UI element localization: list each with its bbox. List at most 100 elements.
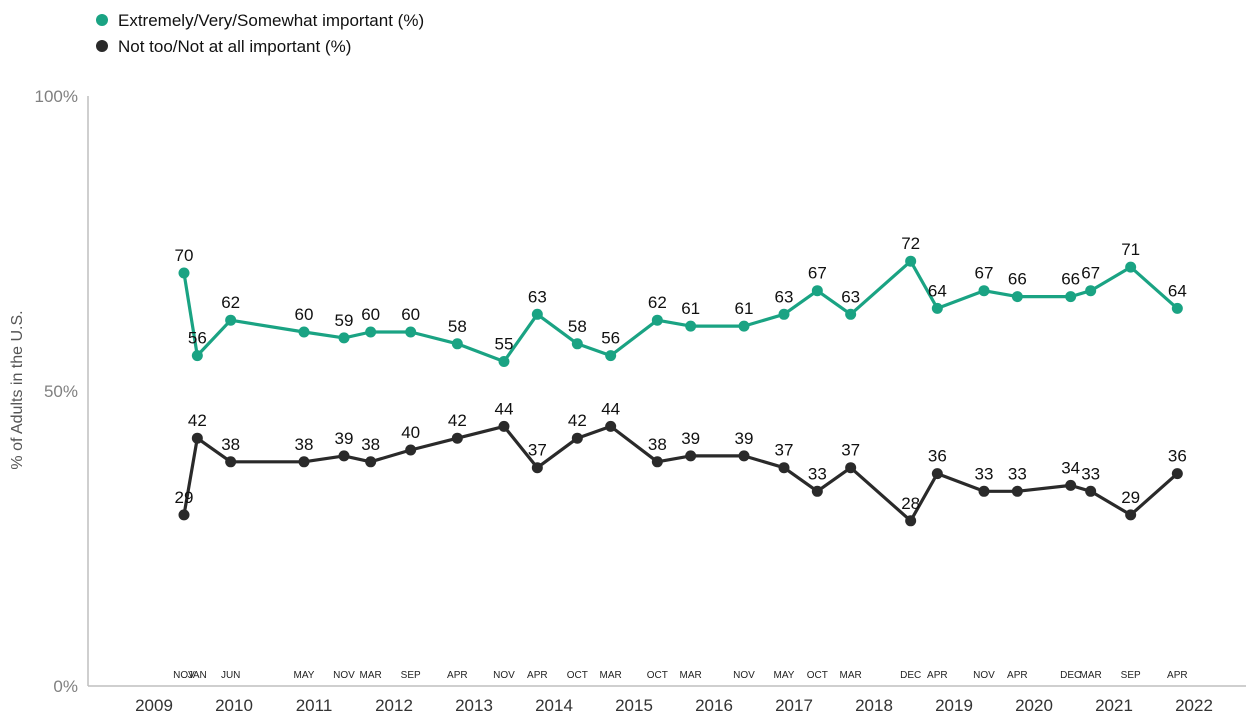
data-point [978, 485, 990, 497]
data-point [685, 320, 697, 332]
data-point [978, 285, 990, 297]
axes [87, 96, 1246, 687]
data-label: 42 [188, 411, 207, 430]
data-label: 33 [808, 464, 827, 483]
data-label: 38 [221, 435, 240, 454]
data-label: 61 [681, 299, 700, 318]
data-label: 55 [495, 335, 514, 354]
data-label: 33 [975, 464, 994, 483]
data-point [778, 462, 790, 474]
x-year-label: 2009 [135, 696, 173, 714]
data-label: 37 [841, 441, 860, 460]
x-year-label: 2020 [1015, 696, 1053, 714]
data-label: 42 [568, 411, 587, 430]
data-point [845, 462, 857, 474]
data-point [365, 326, 377, 338]
y-tick-label: 50% [44, 382, 78, 401]
data-label: 38 [295, 435, 314, 454]
data-point [298, 326, 310, 338]
x-month-label: OCT [647, 670, 668, 681]
x-month-label: APR [927, 670, 948, 681]
x-year-label: 2012 [375, 696, 413, 714]
data-point [531, 462, 543, 474]
x-month-label: DEC [1060, 670, 1081, 681]
data-point [605, 350, 617, 362]
series-2: 29 42 38 38 39 38 40 42 44 37 42 44 38 39 39 37 33 37 28 36… [175, 399, 1187, 527]
data-point [571, 338, 583, 350]
data-label: 58 [448, 317, 467, 336]
x-year-label: 2010 [215, 696, 253, 714]
x-year-label: 2016 [695, 696, 733, 714]
data-label: 60 [361, 305, 380, 324]
y-tick-labels: 0% 50% 100% [35, 87, 78, 696]
data-point [405, 326, 417, 338]
data-label: 36 [928, 447, 947, 466]
x-year-label: 2013 [455, 696, 493, 714]
data-label: 67 [808, 264, 827, 283]
x-month-label: MAR [360, 670, 382, 681]
data-point [651, 456, 663, 468]
data-label: 72 [901, 234, 920, 253]
y-axis-label: % of Adults in the U.S. [9, 310, 26, 469]
data-point [365, 456, 377, 468]
data-label: 61 [735, 299, 754, 318]
data-label: 28 [901, 494, 920, 513]
data-point [1171, 468, 1183, 480]
data-label: 64 [928, 281, 947, 300]
data-point [931, 302, 943, 314]
data-point [778, 308, 790, 320]
data-point [811, 485, 823, 497]
data-point [605, 420, 617, 432]
data-point [905, 255, 917, 267]
legend-marker [96, 40, 108, 52]
data-label: 37 [775, 441, 794, 460]
series-1: 70 56 62 60 59 60 60 58 55 63 58 56 62 61 61 63 67 63 72 64… [175, 234, 1187, 367]
x-month-label: NOV [173, 670, 195, 681]
data-point [1011, 485, 1023, 497]
data-label: 60 [401, 305, 420, 324]
legend-item: Extremely/Very/Somewhat important (%) [96, 11, 424, 30]
data-point [1085, 285, 1097, 297]
data-label: 64 [1168, 281, 1187, 300]
data-label: 62 [221, 293, 240, 312]
data-label: 67 [1081, 264, 1100, 283]
x-month-label: NOV [493, 670, 515, 681]
x-year-label: 2019 [935, 696, 973, 714]
x-month-label: NOV [733, 670, 755, 681]
data-point [931, 468, 943, 480]
data-point [298, 456, 310, 468]
data-label: 40 [401, 423, 420, 442]
data-point [451, 338, 463, 350]
x-year-label: 2022 [1175, 696, 1213, 714]
x-year-label: 2021 [1095, 696, 1133, 714]
x-month-label: DEC [900, 670, 921, 681]
data-label: 38 [361, 435, 380, 454]
data-point [405, 444, 417, 456]
data-label: 44 [601, 399, 620, 418]
x-month-label: APR [447, 670, 468, 681]
x-month-label: APR [1007, 670, 1028, 681]
data-label: 70 [175, 246, 194, 265]
data-label: 59 [335, 311, 354, 330]
x-year-label: 2017 [775, 696, 813, 714]
x-month-label: MAY [774, 670, 795, 681]
x-month-label: JAN [188, 670, 207, 681]
y-tick-label: 0% [53, 677, 78, 696]
x-year-label: 2018 [855, 696, 893, 714]
data-point [338, 332, 350, 344]
y-tick-label: 100% [35, 87, 78, 106]
data-point [1125, 261, 1137, 273]
x-month-label: NOV [333, 670, 355, 681]
data-label: 42 [448, 411, 467, 430]
x-month-label: SEP [1121, 670, 1141, 681]
data-label: 56 [188, 329, 207, 348]
data-label: 33 [1008, 464, 1027, 483]
x-month-label: JUN [221, 670, 240, 681]
legend: Extremely/Very/Somewhat important (%) Not… [96, 11, 424, 56]
data-label: 39 [681, 429, 700, 448]
data-label: 34 [1061, 458, 1080, 477]
data-point [338, 450, 350, 462]
x-month-label: SEP [401, 670, 421, 681]
data-point [1125, 509, 1137, 521]
